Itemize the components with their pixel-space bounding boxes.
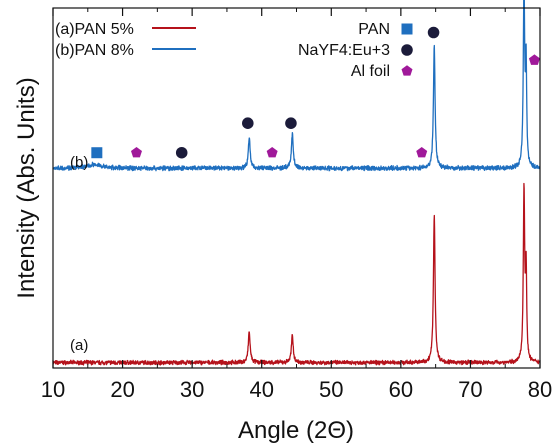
plot-frame [52, 7, 541, 369]
x-axis-label: Angle (2Θ) [238, 417, 354, 444]
legend-label-al-foil: Al foil [351, 63, 390, 80]
x-tick-label-80: 80 [528, 377, 552, 402]
marker-al-foil-2 [416, 146, 428, 158]
legend-label-b-pan-8: (b)PAN 8% [55, 42, 134, 59]
curve-label-layer: (a) (b) [70, 154, 88, 354]
x-tick-label-10: 10 [41, 377, 65, 402]
legend-label-nayf4-eu-3: NaYF4:Eu+3 [298, 42, 390, 59]
y-axis-label: Intensity (Abs. Units) [13, 77, 40, 298]
legend: (a)PAN 5% (b)PAN 8% PAN NaYF4:Eu+3 Al foil [55, 21, 413, 80]
x-tick-label-40: 40 [249, 377, 273, 402]
series-line-b-pan-8 [52, 0, 541, 172]
series-line-a-pan-5 [52, 182, 541, 366]
legend-symbol-al-foil [401, 65, 413, 76]
x-tick-label-30: 30 [180, 377, 204, 402]
curve-label-b: (b) [70, 154, 88, 171]
x-tick-label-60: 60 [389, 377, 413, 402]
legend-label-a-pan-5: (a)PAN 5% [55, 21, 134, 38]
marker-nayf4-eu-3-3 [427, 26, 440, 39]
marker-al-foil-3 [528, 54, 540, 65]
marker-nayf4-eu-3-0 [175, 146, 188, 159]
marker-al-foil-0 [130, 146, 142, 158]
x-tick-label-70: 70 [458, 377, 482, 402]
tick-layer: 10 20 30 40 50 60 70 80 [41, 8, 552, 402]
x-tick-label-50: 50 [319, 377, 343, 402]
legend-label-pan: PAN [358, 21, 390, 38]
legend-symbol-pan [401, 23, 413, 35]
marker-nayf4-eu-3-2 [285, 117, 297, 129]
marker-nayf4-eu-3-1 [242, 117, 254, 129]
marker-al-foil-1 [266, 146, 278, 158]
marker-pan-0 [91, 147, 103, 159]
curve-label-a: (a) [70, 337, 88, 354]
marker-layer [91, 26, 540, 159]
legend-symbol-nayf4-eu-3 [401, 44, 413, 56]
x-tick-label-20: 20 [110, 377, 134, 402]
series-layer [52, 0, 541, 366]
